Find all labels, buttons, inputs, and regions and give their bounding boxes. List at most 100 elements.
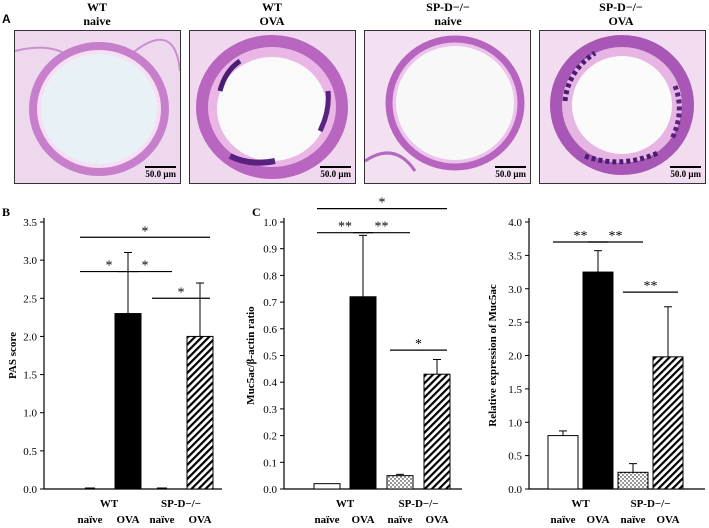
y-axis-label: Relative expression of Muc5ac [487,284,499,427]
x-group-label: WT [100,498,119,510]
x-category-label: OVA [586,514,609,526]
y-tick-label: 0.0 [23,484,37,496]
x-group-label: SP-D−/− [398,498,438,510]
x-category-label: OVA [116,514,139,526]
bar [582,271,614,490]
y-tick-label: 1.0 [263,217,277,229]
x-category-label: OVA [425,514,448,526]
significance-label: * [142,224,149,239]
bar [114,313,142,490]
y-axis-label: Muc5ac/β-actin ratio [245,306,257,405]
y-tick-label: 0.5 [23,446,37,458]
bar [617,471,649,490]
y-tick-label: 3.0 [23,255,37,267]
x-category-label: OVA [351,514,374,526]
y-tick-label: 4.0 [508,217,522,229]
x-category-label: naïve [550,514,575,526]
micrograph-title-4-condition: OVA [608,14,634,28]
chart-muc5ac-relative: 0.0 0.5 1.0 1.5 2.0 2.5 3.0 3.5 4.0 Relative expr… [487,217,705,526]
y-tick-label: 1.0 [23,408,37,420]
bar [313,483,341,490]
y-tick-label: 1.0 [508,417,522,429]
bar [423,373,451,490]
chart-pas-score: 0.0 0.5 1.0 1.5 2.0 2.5 3.0 3.5 PAS score naïve OV… [7,217,222,526]
significance-label: ** [644,279,658,294]
significance-label: ** [375,220,389,235]
y-tick-label: 0.6 [263,324,277,336]
micrograph-spd-ova: 50.0 μm [539,30,706,184]
micrograph-title-1-condition: naive [83,14,111,28]
chart-muc5ac-ratio: 0.0 0.1 0.2 0.3 0.4 0.5 0.6 0.7 0.8 0.9 1.0 Muc5ac/… [245,196,462,526]
significance-label: * [379,196,386,211]
y-tick-label: 0.4 [263,377,277,389]
micrograph-title-4: SP-D−/− OVA [556,0,686,28]
significance-label: ** [609,229,623,244]
y-tick-label: 0.8 [263,270,277,282]
y-tick-label: 3.5 [508,250,522,262]
y-tick-label: 2.5 [23,293,37,305]
scale-bar-4-label: 50.0 μm [670,169,701,179]
scale-bar-3-label: 50.0 μm [495,169,526,179]
micrograph-title-4-genotype: SP-D−/− [599,0,643,14]
x-category-label: OVA [188,514,211,526]
micrograph-title-3-condition: naive [434,14,462,28]
y-tick-label: 3.0 [508,284,522,296]
y-tick-label: 2.5 [508,317,522,329]
y-axis-label: PAS score [7,332,19,379]
y-tick-label: 2.0 [23,331,37,343]
x-group-label: WT [571,498,590,510]
y-tick-label: 3.5 [23,217,37,229]
bar [186,335,214,490]
micrograph-wt-ova: 50.0 μm [189,30,356,184]
y-tick-label: 1.5 [508,384,522,396]
micrograph-spd-naive: 50.0 μm [364,30,531,184]
x-category-label: naïve [314,514,339,526]
y-tick-label: 0.9 [263,244,277,256]
y-tick-label: 0.3 [263,404,277,416]
x-category-label: OVA [656,514,679,526]
x-group-label: SP-D−/− [161,498,201,510]
scale-bar-4: 50.0 μm [670,166,701,179]
y-tick-label: 1.5 [23,370,37,382]
x-category-label: naïve [77,514,102,526]
significance-label: ** [574,229,588,244]
micrograph-title-2: WT OVA [207,0,337,28]
x-category-label: naïve [387,514,412,526]
bar [547,435,579,490]
micrograph-title-2-genotype: WT [261,0,282,14]
scale-bar-1: 50.0 μm [145,166,176,179]
y-tick-label: 0.1 [263,457,277,469]
significance-label: ** [338,220,352,235]
significance-label: * [106,259,113,274]
y-tick-label: 0.0 [508,484,522,496]
bar [349,296,377,490]
bar [386,475,414,490]
significance-label: * [178,285,185,300]
y-tick-label: 0.5 [508,451,522,463]
micrograph-wt-naive: 50.0 μm [14,30,181,184]
panel-c-letter: C [252,205,261,219]
significance-label: * [142,259,149,274]
scale-bar-2-label: 50.0 μm [320,169,351,179]
panel-a-letter: A [2,12,11,26]
micrograph-title-2-condition: OVA [259,14,285,28]
x-group-label: WT [336,498,355,510]
y-tick-label: 0.0 [263,484,277,496]
bar [652,356,684,490]
micrograph-title-3: SP-D−/− naive [383,0,513,28]
y-tick-label: 0.2 [263,431,277,443]
micrograph-title-3-genotype: SP-D−/− [426,0,470,14]
scale-bar-2: 50.0 μm [320,166,351,179]
micrograph-title-1: WT naive [32,0,162,28]
significance-label: * [415,337,422,352]
x-category-label: naïve [620,514,645,526]
x-category-label: naïve [149,514,174,526]
scale-bar-3: 50.0 μm [495,166,526,179]
y-tick-label: 2.0 [508,351,522,363]
scale-bar-1-label: 50.0 μm [145,169,176,179]
y-tick-label: 0.7 [263,297,277,309]
y-tick-label: 0.5 [263,351,277,363]
x-group-label: SP-D−/− [630,498,670,510]
panel-b-letter: B [2,205,10,219]
